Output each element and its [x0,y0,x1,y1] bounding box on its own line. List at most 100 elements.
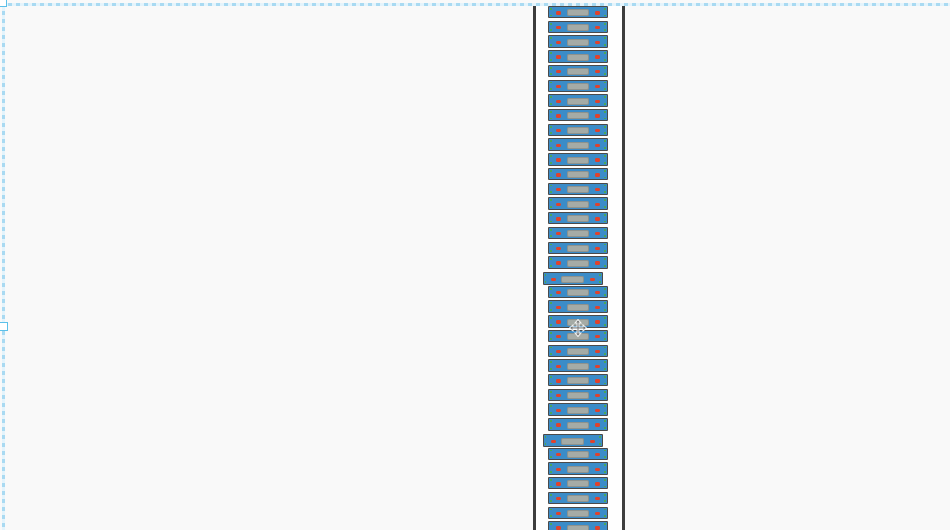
rack-unit[interactable] [548,418,608,431]
screw-dot [550,184,552,187]
vent-panel [566,362,589,370]
screw-dot [604,353,606,355]
rack-unit[interactable] [548,300,608,313]
led-left [556,393,561,398]
rack-unit[interactable] [548,285,608,299]
rack-unit[interactable] [548,6,608,19]
screw-dot [604,323,606,326]
screw-dot [550,485,552,488]
screw-dot [550,169,552,172]
rack-unit[interactable] [548,315,608,328]
rack-unit-displaced[interactable] [542,272,603,285]
screw-dot [604,102,606,105]
rack-unit[interactable] [548,256,608,269]
rack-unit[interactable] [548,374,608,387]
screw-dot [550,228,552,231]
rack-unit[interactable] [548,153,608,166]
led-left [556,202,561,206]
rack-unit[interactable] [548,94,608,107]
screw-dot [604,449,606,452]
screw-dot [550,29,552,32]
led-left [556,25,561,30]
rack-unit[interactable] [548,226,608,240]
vent-panel [566,186,589,194]
screw-dot [604,191,606,194]
screw-dot [550,317,552,319]
rack-unit[interactable] [548,491,608,505]
rack-unit[interactable] [548,50,608,63]
led-left [556,320,561,324]
screw-dot [604,235,606,238]
screw-dot [604,176,606,179]
led-left [556,511,561,516]
screw-dot [550,125,552,128]
led-left [556,305,561,310]
screw-dot [550,22,552,25]
selection-handle-top-left[interactable] [0,0,7,7]
vent-panel [566,9,589,17]
rack-unit[interactable] [548,123,608,137]
screw-dot [604,96,606,99]
screw-dot [550,258,552,261]
rack-rail-right [622,5,625,530]
led-left [556,232,561,236]
rack-unit[interactable] [548,109,608,122]
rack-unit[interactable] [548,388,608,402]
screw-dot [604,205,606,208]
screw-dot [550,14,552,17]
rack-unit[interactable] [548,403,608,416]
vent-panel [566,244,589,252]
screw-dot [550,117,552,120]
screw-dot [604,390,606,393]
screw-dot [604,493,606,496]
screw-dot [604,346,606,349]
rack-unit[interactable] [548,138,608,151]
screw-dot [550,353,552,355]
rack-unit[interactable] [548,182,608,196]
screw-dot [604,412,606,414]
screw-dot [550,147,552,149]
rack-unit[interactable] [548,344,608,357]
rack-unit[interactable] [548,477,608,490]
rack-unit[interactable] [548,212,608,225]
screw-dot [604,331,606,334]
rack-unit[interactable] [548,329,608,343]
led-left [556,349,561,354]
selection-handle-middle-left[interactable] [0,321,8,331]
led-left [556,261,561,265]
led-left [550,277,556,282]
rack-unit[interactable] [548,197,608,210]
screw-dot [550,479,552,481]
screw-dot [550,199,552,202]
led-right [595,84,600,89]
rack-unit[interactable] [548,447,608,461]
vent-panel [566,24,589,32]
screw-dot [550,302,552,305]
screw-dot [550,52,552,54]
rack-frame[interactable] [533,5,625,530]
screw-dot [604,405,606,408]
screw-dot [604,479,606,481]
led-right [595,452,600,457]
screw-dot [550,161,552,164]
rack-unit[interactable] [548,359,608,372]
vent-panel [566,333,589,341]
rack-unit[interactable] [548,521,608,530]
rack-unit[interactable] [548,241,608,254]
led-right [595,246,600,251]
screw-dot [604,8,606,10]
led-right [595,511,600,516]
screw-dot [550,191,552,194]
rack-unit[interactable] [548,167,608,181]
rack-unit[interactable] [548,79,608,92]
screw-dot [598,281,601,283]
rack-unit[interactable] [548,64,608,78]
vent-panel [566,112,589,120]
rack-unit[interactable] [548,462,608,475]
rack-unit-displaced[interactable] [542,434,603,447]
rack-unit[interactable] [548,506,608,519]
led-left [550,439,556,444]
rack-unit[interactable] [548,20,608,34]
rack-unit[interactable] [548,35,608,48]
